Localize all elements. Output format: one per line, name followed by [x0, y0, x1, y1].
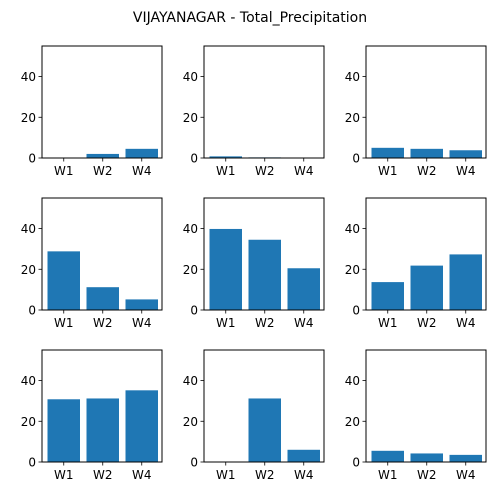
x-tick-label: W2: [93, 164, 113, 178]
x-tick-label: W1: [216, 316, 236, 330]
bar-w4: [287, 268, 320, 310]
x-tick-label: W2: [417, 468, 437, 482]
bar-w1: [371, 147, 404, 158]
bar-w2: [248, 239, 281, 310]
x-tick-label: W1: [54, 468, 74, 482]
y-tick-label: 40: [345, 374, 360, 388]
axes-frame: [203, 349, 325, 463]
bar-w4: [125, 299, 158, 310]
y-tick-label: 40: [183, 70, 198, 84]
bar-w4: [125, 390, 158, 462]
y-tick-label: 0: [352, 152, 360, 166]
x-tick-label: W4: [132, 468, 152, 482]
y-tick-label: 40: [21, 70, 36, 84]
figure-title: VIJAYANAGAR - Total_Precipitation: [133, 10, 367, 26]
x-tick-label: W1: [378, 164, 398, 178]
y-tick-label: 0: [190, 304, 198, 318]
subplot-5: W1 W2 W4 0 20 40: [183, 197, 325, 330]
x-tick-label: W2: [255, 164, 275, 178]
y-tick-label: 20: [183, 263, 198, 277]
x-tick-label: W2: [417, 316, 437, 330]
axes-frame: [203, 45, 325, 159]
x-tick-label: W4: [456, 316, 476, 330]
bar-w2: [248, 398, 281, 462]
x-tick-label: W2: [255, 316, 275, 330]
x-tick-label: W1: [216, 164, 236, 178]
subplot-1: W1 W2 W4 0 20 40: [21, 45, 163, 178]
axes-frame: [41, 197, 163, 311]
bar-w1: [209, 228, 242, 310]
bar-w2: [86, 287, 119, 310]
y-tick-label: 40: [21, 222, 36, 236]
bar-w2: [410, 148, 443, 158]
bar-w4: [449, 454, 482, 462]
x-tick-label: W4: [294, 164, 314, 178]
x-tick-label: W4: [456, 468, 476, 482]
x-tick-label: W1: [216, 468, 236, 482]
y-tick-label: 20: [21, 415, 36, 429]
y-tick-label: 20: [183, 415, 198, 429]
bar-w4: [449, 254, 482, 310]
subplot-9: W1 W2 W4 0 20 40: [345, 349, 487, 482]
axes-frame: [41, 349, 163, 463]
bar-w4: [125, 148, 158, 158]
x-tick-label: W4: [294, 316, 314, 330]
axes-frame: [203, 197, 325, 311]
y-tick-label: 40: [21, 374, 36, 388]
x-tick-label: W1: [54, 164, 74, 178]
bar-w4: [449, 150, 482, 158]
bar-w2: [86, 398, 119, 462]
bar-w1: [371, 282, 404, 310]
axes-frame: [365, 197, 487, 311]
y-tick-label: 20: [21, 111, 36, 125]
y-tick-label: 20: [345, 111, 360, 125]
y-tick-label: 20: [183, 111, 198, 125]
bar-w1: [371, 450, 404, 462]
x-tick-label: W2: [417, 164, 437, 178]
subplot-3: W1 W2 W4 0 20 40: [345, 45, 487, 178]
x-tick-label: W2: [255, 468, 275, 482]
y-tick-label: 20: [21, 263, 36, 277]
y-tick-label: 40: [183, 222, 198, 236]
x-tick-label: W4: [132, 316, 152, 330]
x-tick-label: W1: [378, 468, 398, 482]
y-tick-label: 0: [352, 456, 360, 470]
axes-frame: [41, 45, 163, 159]
axes-frame: [365, 349, 487, 463]
bar-w1: [47, 251, 80, 310]
bar-w1: [209, 156, 242, 158]
bar-w2: [86, 153, 119, 158]
bar-w1: [47, 399, 80, 462]
x-tick-label: W1: [54, 316, 74, 330]
x-tick-label: W4: [294, 468, 314, 482]
y-tick-label: 0: [352, 304, 360, 318]
y-tick-label: 0: [28, 456, 36, 470]
bar-w2: [410, 453, 443, 462]
x-tick-label: W1: [378, 316, 398, 330]
subplot-7: W1 W2 W4 0 20 40: [21, 349, 163, 482]
bar-w4: [287, 449, 320, 462]
y-tick-label: 40: [345, 70, 360, 84]
subplot-2: W1 W2 W4 0 20 40: [183, 45, 325, 178]
y-tick-label: 40: [183, 374, 198, 388]
x-tick-label: W2: [93, 468, 113, 482]
x-tick-label: W4: [132, 164, 152, 178]
y-tick-label: 20: [345, 415, 360, 429]
y-tick-label: 0: [190, 152, 198, 166]
y-tick-label: 20: [345, 263, 360, 277]
y-tick-label: 0: [28, 304, 36, 318]
axes-frame: [365, 45, 487, 159]
subplot-4: W1 W2 W4 0 20 40: [21, 197, 163, 330]
bar-w2: [410, 265, 443, 310]
y-tick-label: 40: [345, 222, 360, 236]
y-tick-label: 0: [190, 456, 198, 470]
subplot-8: W1 W2 W4 0 20 40: [183, 349, 325, 482]
x-tick-label: W4: [456, 164, 476, 178]
x-tick-label: W2: [93, 316, 113, 330]
y-tick-label: 0: [28, 152, 36, 166]
subplot-grid: W1 W2 W4 0 20 40 W1 W2 W4 0 20 40 W1 W2 W4 0 20 40 W1 W2 W4 0…: [21, 45, 487, 482]
subplot-6: W1 W2 W4 0 20 40: [345, 197, 487, 330]
